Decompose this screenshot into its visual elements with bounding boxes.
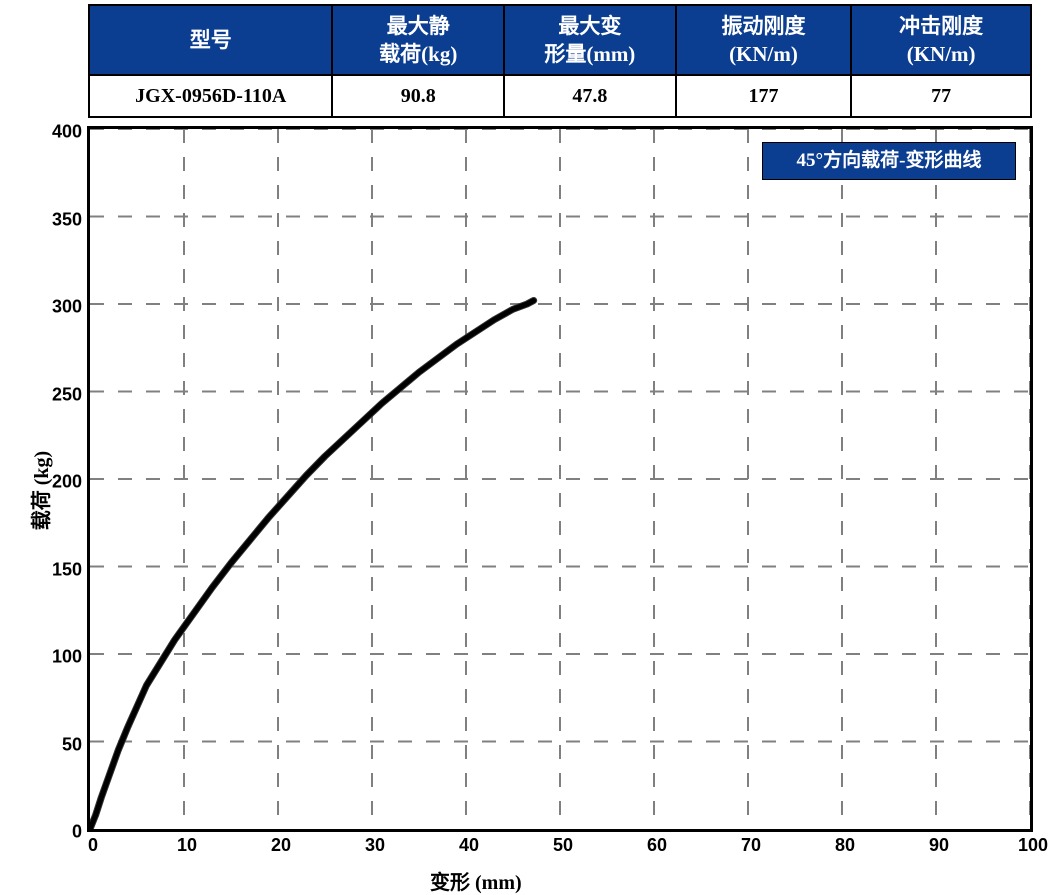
table-cell-0-1: 90.8 [332,75,504,117]
y-tick-label: 350 [52,209,82,230]
spec-header-col-3: 振动刚度(KN/m) [676,5,852,75]
x-tick-label: 90 [929,835,949,856]
chart-legend-text: 45°方向载荷-变形曲线 [797,150,982,171]
x-tick-label: 30 [365,835,385,856]
x-tick-label: 60 [647,835,667,856]
y-tick-label: 300 [52,297,82,318]
spec-header-col-1: 最大静载荷(kg) [332,5,504,75]
x-tick-label: 100 [1018,835,1048,856]
x-axis-label: 变形 (mm) [430,866,522,895]
x-tick-label: 0 [88,835,98,856]
y-tick-label: 50 [62,734,82,755]
plot-svg [90,129,1030,829]
y-tick-label: 200 [52,472,82,493]
y-tick-label: 0 [72,822,82,843]
table-cell-0-2: 47.8 [504,75,676,117]
spec-header-col-4: 冲击刚度(KN/m) [851,5,1031,75]
chart-legend: 45°方向载荷-变形曲线 [762,142,1016,180]
load-deformation-curve [90,301,534,830]
spec-header-col-0: 型号 [89,5,332,75]
x-tick-label: 80 [835,835,855,856]
x-tick-label: 70 [741,835,761,856]
spec-header-col-2: 最大变形量(mm) [504,5,676,75]
table-cell-0-0: JGX-0956D-110A [89,75,332,117]
x-tick-label: 40 [459,835,479,856]
y-axis-label: 载荷 (kg) [25,451,54,530]
x-tick-label: 50 [553,835,573,856]
table-cell-0-3: 177 [676,75,852,117]
plot-area: 0501001502002503003504000102030405060708… [87,126,1033,832]
y-tick-label: 400 [52,122,82,143]
spec-table-body: JGX-0956D-110A90.847.817777 [89,75,1031,117]
spec-table: 型号最大静载荷(kg)最大变形量(mm)振动刚度(KN/m)冲击刚度(KN/m)… [88,4,1032,118]
spec-table-header-row: 型号最大静载荷(kg)最大变形量(mm)振动刚度(KN/m)冲击刚度(KN/m) [89,5,1031,75]
y-tick-label: 100 [52,647,82,668]
table-cell-0-4: 77 [851,75,1031,117]
x-tick-label: 10 [177,835,197,856]
table-row: JGX-0956D-110A90.847.817777 [89,75,1031,117]
y-tick-label: 150 [52,559,82,580]
y-tick-label: 250 [52,384,82,405]
x-tick-label: 20 [271,835,291,856]
